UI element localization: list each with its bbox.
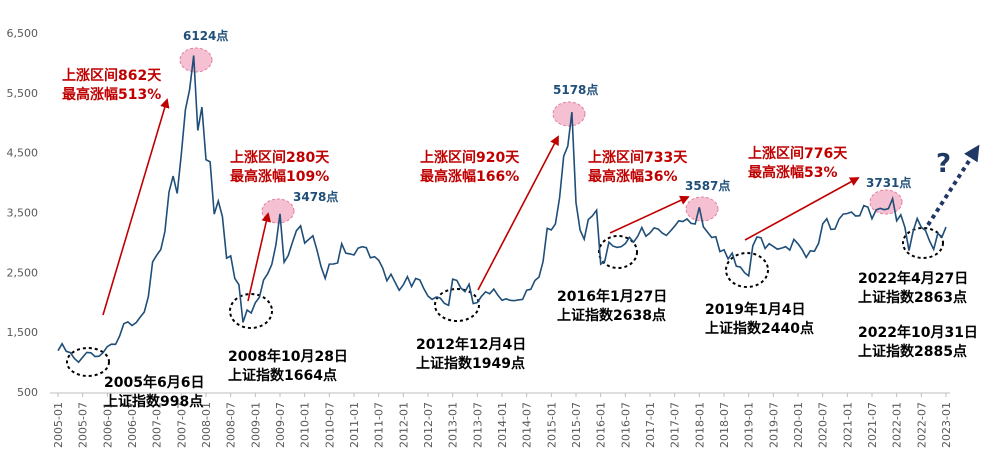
x-tick-label: 2019-07: [767, 402, 780, 448]
x-tick-label: 2012-07: [422, 402, 435, 448]
annotation: 2016年1月27日: [557, 288, 667, 305]
x-tick-label: 2009-07: [274, 402, 287, 448]
y-tick-label: 1,500: [7, 326, 39, 339]
x-tick-label: 2021-01: [841, 402, 854, 448]
annotation: 3587点: [685, 178, 730, 193]
x-tick-label: 2020-07: [817, 402, 830, 448]
highlight: [552, 101, 586, 127]
x-tick-label: 2017-07: [669, 402, 682, 448]
low-circle: [902, 227, 944, 259]
x-tick-label: 2020-01: [792, 402, 805, 448]
annotation: 上证指数2440点: [705, 320, 814, 337]
low-circle: [229, 293, 273, 329]
low-circle: [434, 288, 480, 322]
annotation: 最高涨幅36%: [588, 168, 678, 185]
x-tick-label: 2010-01: [299, 402, 312, 448]
x-tick-label: 2008-01: [200, 402, 213, 448]
x-tick-label: 2011-07: [373, 402, 386, 448]
x-tick-label: 2018-01: [693, 402, 706, 448]
annotation: 2022年10月31日: [858, 324, 978, 341]
x-tick-label: 2014-01: [496, 402, 509, 448]
rise-arrow: [744, 177, 860, 241]
y-tick-label: 4,500: [7, 147, 39, 160]
annotation: 5178点: [553, 82, 598, 97]
annotation: 上证指数2863点: [858, 289, 967, 306]
x-tick-label: 2007-07: [175, 402, 188, 448]
x-tick-label: 2008-07: [225, 402, 238, 448]
annotation: 上证指数2885点: [858, 343, 967, 360]
price-line: [57, 55, 947, 364]
annotation: 上证指数998点: [104, 393, 203, 410]
annotation: 3478点: [293, 189, 338, 204]
rise-arrow: [477, 135, 559, 291]
y-tick-label: 6,500: [7, 27, 39, 40]
annotation: 上证指数1664点: [228, 367, 337, 384]
annotation: 上涨区间862天: [62, 67, 162, 84]
annotation: 2019年1月4日: [705, 301, 805, 318]
annotation: 最高涨幅53%: [748, 164, 838, 181]
annotation: 2012年12月4日: [416, 336, 526, 353]
x-tick-label: 2009-01: [249, 402, 262, 448]
annotation: 2022年4月27日: [858, 270, 968, 287]
rise-arrow: [609, 195, 690, 234]
trend-arrow: [926, 144, 980, 227]
x-tick-label: 2006-07: [126, 402, 139, 448]
x-tick-label: 2013-01: [447, 402, 460, 448]
annotation: 上涨区间920天: [420, 149, 520, 166]
low-circle: [598, 235, 638, 269]
x-tick-label: 2005-01: [52, 402, 65, 448]
y-tick-label: 2,500: [7, 266, 39, 279]
y-tick-label: 5,500: [7, 87, 39, 100]
y-tick-label: 3,500: [7, 207, 39, 220]
annotation: 上证指数2638点: [557, 307, 666, 324]
annotation: 上涨区间733天: [588, 149, 688, 166]
annotation: 3731点: [866, 175, 911, 190]
annotation: 最高涨幅166%: [420, 168, 519, 185]
x-tick-label: 2017-01: [644, 402, 657, 448]
annotation: 6124点: [183, 28, 228, 43]
x-tick-label: 2015-01: [545, 402, 558, 448]
x-tick-label: 2007-01: [151, 402, 164, 448]
x-tick-label: 2022-07: [915, 402, 928, 448]
x-tick-label: 2012-01: [397, 402, 410, 448]
rise-arrow: [247, 212, 271, 302]
highlight: [869, 189, 903, 215]
x-tick-label: 2016-01: [595, 402, 608, 448]
x-tick-label: 2014-07: [521, 402, 534, 448]
x-tick-label: 2018-07: [718, 402, 731, 448]
x-tick-label: 2023-01: [940, 402, 953, 448]
annotation: 2005年6月6日: [104, 374, 204, 391]
highlight: [179, 47, 213, 73]
x-tick-label: 2021-07: [866, 402, 879, 448]
rise-arrow: [102, 98, 170, 316]
annotation: 2008年10月28日: [228, 348, 348, 365]
low-circle: [725, 252, 769, 288]
x-tick-label: 2015-07: [570, 402, 583, 448]
annotation: 上涨区间776天: [748, 145, 848, 162]
annotation: ?: [936, 149, 951, 179]
y-tick-label: 500: [17, 386, 38, 399]
x-tick-label: 2016-07: [619, 402, 632, 448]
x-tick-label: 2005-07: [77, 402, 90, 448]
annotation: 最高涨幅513%: [62, 86, 161, 103]
low-circle: [66, 347, 110, 377]
x-tick-label: 2019-01: [743, 402, 756, 448]
annotation: 上证指数1949点: [416, 355, 525, 372]
annotation: 最高涨幅109%: [230, 168, 329, 185]
x-tick-label: 2006-01: [101, 402, 114, 448]
x-tick-label: 2010-07: [323, 402, 336, 448]
annotation: 上涨区间280天: [230, 149, 330, 166]
x-tick-label: 2022-01: [891, 402, 904, 448]
x-tick-label: 2011-01: [348, 402, 361, 448]
x-tick-label: 2013-07: [471, 402, 484, 448]
